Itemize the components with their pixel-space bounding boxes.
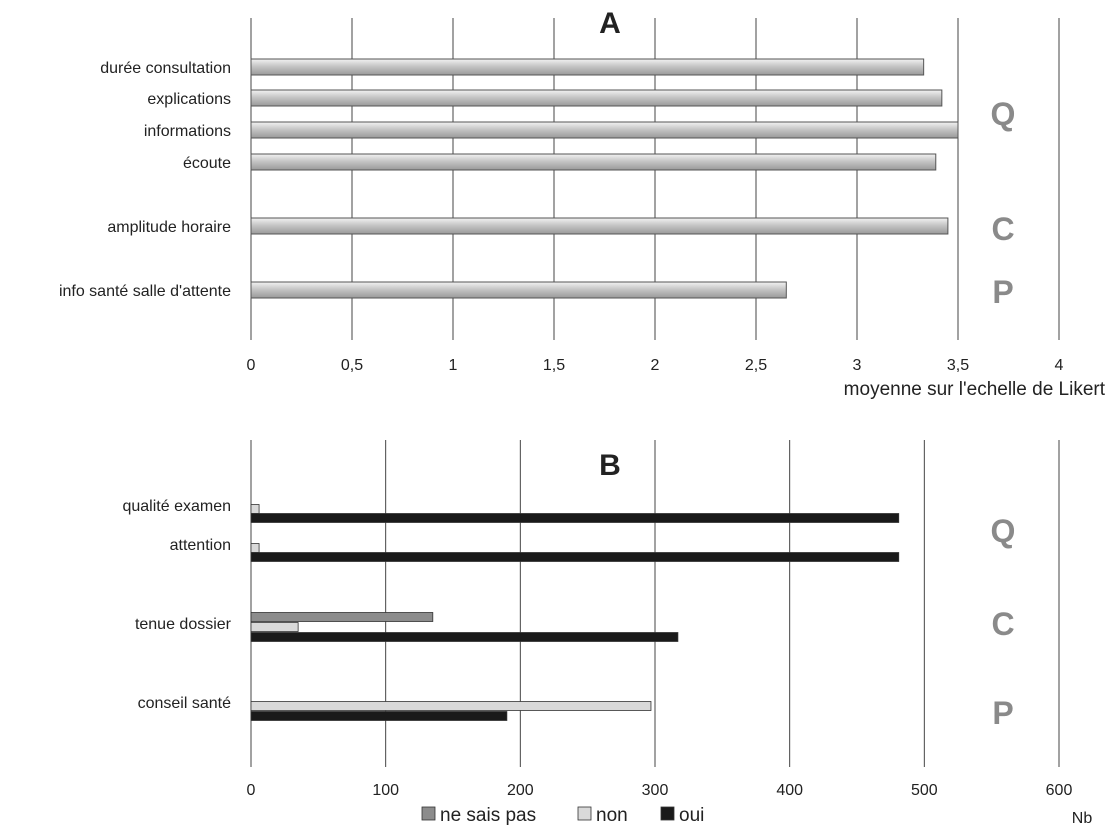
chart-b-bar-qualite-examen-oui [250, 513, 900, 523]
chart-a-x-tick-6: 3 [853, 357, 862, 374]
chart-b-x-tick-6: 600 [1046, 782, 1073, 799]
chart-a-x-tick-0: 0 [247, 357, 256, 374]
chart-b-x-tick-4: 400 [776, 782, 803, 799]
chart-a-bar-duree-consultation [250, 58, 925, 76]
chart-b-bars [250, 504, 900, 721]
chart-a-title: A [599, 7, 621, 40]
chart-b-x-tick-2: 200 [507, 782, 534, 799]
chart-b-x-tick-0: 0 [247, 782, 256, 799]
chart-a-category-label-duree-consultation: durée consultation [100, 60, 231, 77]
chart-b-legend-label-ne-sais-pas: ne sais pas [440, 805, 536, 826]
chart-a-x-tick-5: 2,5 [745, 357, 767, 374]
chart-a-bars [250, 58, 959, 299]
chart-a-category-label-ecoute: écoute [183, 155, 231, 172]
chart-b-x-tick-3: 300 [642, 782, 669, 799]
chart-b-bar-conseil-sante-oui [250, 711, 508, 721]
chart-b-x-tick-labels: 0 100 200 300 400 500 600 [247, 782, 1073, 799]
chart-b-legend-swatch-ne-sais-pas [421, 806, 436, 821]
chart-a-x-axis-label: moyenne sur l'echelle de Likert [844, 379, 1106, 400]
chart-a-category-label-amplitude-horaire: amplitude horaire [107, 219, 231, 236]
chart-b-group-label-p: P [992, 695, 1013, 731]
chart-a-x-tick-labels: 0 0,5 1 1,5 2 2,5 3 3,5 4 [247, 357, 1064, 374]
chart-b-legend: ne sais pas non oui [421, 805, 704, 826]
chart-b-legend-label-oui: oui [679, 805, 704, 826]
chart-b-x-tick-1: 100 [372, 782, 399, 799]
chart-a-x-tick-1: 0,5 [341, 357, 363, 374]
chart-b-bar-qualite-examen-non [250, 504, 260, 514]
chart-a-bar-explications [250, 89, 943, 107]
chart-a-x-tick-4: 2 [651, 357, 660, 374]
chart-a-x-tick-3: 1,5 [543, 357, 565, 374]
chart-b-bar-tenue-dossier-oui [250, 632, 679, 642]
chart-b-bar-tenue-dossier-non [250, 622, 299, 632]
chart-a-x-tick-8: 4 [1055, 357, 1064, 374]
chart-b: B qualité examen attention tenue dossier co… [122, 440, 1092, 827]
chart-a-group-label-q: Q [991, 96, 1016, 132]
chart-b-legend-label-non: non [596, 805, 628, 826]
chart-b-group-labels: Q C P [991, 513, 1016, 731]
chart-b-category-label-conseil-sante: conseil santé [138, 695, 231, 712]
chart-a-category-label-explications: explications [147, 91, 231, 108]
chart-a-bar-informations [250, 121, 959, 139]
chart-b-bar-conseil-sante-non [250, 701, 652, 711]
chart-a-group-label-c: C [991, 211, 1014, 247]
chart-a-bar-ecoute [250, 153, 937, 171]
chart-b-bar-attention-non [250, 543, 260, 553]
chart-b-group-label-c: C [991, 606, 1014, 642]
chart-a-x-tick-7: 3,5 [947, 357, 969, 374]
chart-b-category-label-attention: attention [170, 537, 231, 554]
chart-b-title: B [599, 449, 621, 482]
chart-a-category-label-info-sante-salle-d-attente: info santé salle d'attente [59, 283, 231, 300]
chart-a: A durée consultation explications informat… [59, 7, 1106, 400]
chart-a-category-labels: durée consultation explications informatio… [59, 60, 231, 300]
chart-b-bar-attention-oui [250, 552, 900, 562]
chart-a-category-label-informations: informations [144, 123, 231, 140]
chart-b-legend-swatch-oui [660, 806, 675, 821]
chart-b-x-tick-5: 500 [911, 782, 938, 799]
chart-a-bar-info-sante-salle-d-attente [250, 281, 787, 299]
chart-b-category-labels: qualité examen attention tenue dossier cons… [122, 498, 231, 712]
chart-b-bar-tenue-dossier-ne-sais-pas [250, 612, 434, 622]
chart-a-bar-amplitude-horaire [250, 217, 949, 235]
chart-b-x-axis-label: Nb [1072, 810, 1093, 827]
chart-b-group-label-q: Q [991, 513, 1016, 549]
chart-a-group-labels: Q CP [991, 96, 1016, 310]
chart-a-x-tick-2: 1 [449, 357, 458, 374]
chart-a-group-label-p: P [992, 274, 1013, 310]
chart-b-category-label-tenue-dossier: tenue dossier [135, 616, 232, 633]
chart-b-category-label-qualite-examen: qualité examen [122, 498, 231, 515]
chart-b-legend-swatch-non [577, 806, 592, 821]
